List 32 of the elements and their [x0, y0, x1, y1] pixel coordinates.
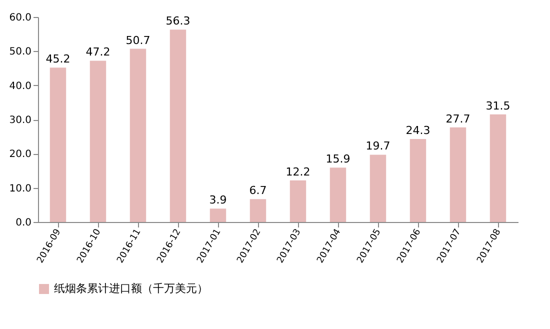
- bar: [290, 180, 306, 222]
- data-label: 27.7: [446, 112, 470, 126]
- data-label: 50.7: [126, 34, 150, 47]
- bar: [450, 127, 466, 222]
- y-tick-label: 50.0: [9, 46, 32, 58]
- bar: [50, 68, 66, 222]
- y-tick-label: 20.0: [9, 149, 32, 160]
- bar: [490, 114, 506, 222]
- bar: [250, 199, 266, 222]
- y-tick-label: 60.0: [9, 12, 32, 24]
- bar: [90, 60, 106, 222]
- y-tick-label: 10.0: [9, 183, 32, 194]
- legend-label: 纸烟条累计进口额（千万美元）: [54, 282, 208, 295]
- y-tick-label: 30.0: [9, 115, 32, 126]
- bar: [130, 48, 146, 222]
- bar: [210, 208, 226, 222]
- data-label: 45.2: [46, 52, 70, 66]
- data-label: 47.2: [86, 46, 110, 59]
- data-label: 56.3: [166, 14, 190, 28]
- bar: [410, 138, 426, 222]
- data-label: 15.9: [326, 152, 350, 166]
- data-label: 3.9: [209, 194, 227, 207]
- data-label: 24.3: [406, 124, 430, 137]
- bar: [330, 168, 346, 222]
- data-label: 12.2: [286, 165, 310, 178]
- data-label: 19.7: [366, 140, 390, 153]
- bar: [170, 30, 186, 222]
- bar: [370, 154, 386, 222]
- y-tick-label: 0.0: [16, 218, 32, 228]
- data-label: 6.7: [249, 184, 267, 198]
- y-tick-label: 40.0: [9, 80, 32, 92]
- data-label: 31.5: [486, 99, 510, 112]
